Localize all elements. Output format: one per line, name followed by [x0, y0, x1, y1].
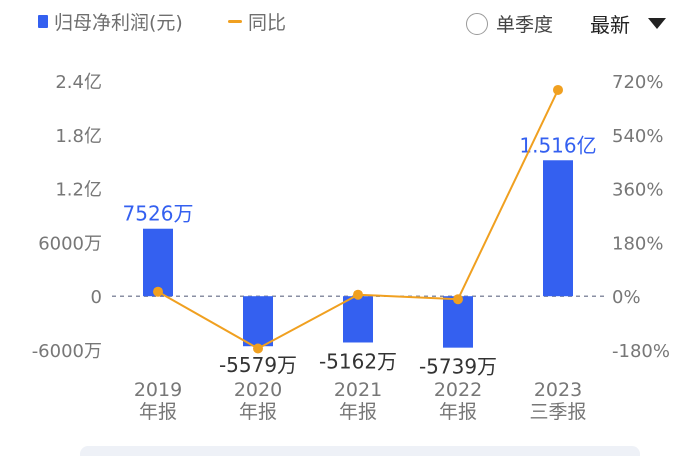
right-axis-tick-label: 720%: [612, 72, 663, 93]
category-year-label: 2022: [434, 379, 482, 401]
left-axis-tick-label: 1.2亿: [55, 180, 102, 201]
legend-net-profit-label: 归母净利润(元): [54, 12, 183, 34]
category-year-label: 2023: [534, 379, 582, 401]
bar-value-label: -5579万: [219, 353, 297, 377]
category-report-label: 年报: [339, 401, 377, 423]
legend-net-profit[interactable]: 归母净利润(元): [38, 8, 183, 35]
bar-value-label: -5739万: [419, 355, 497, 379]
category-report-label: 年报: [139, 401, 177, 423]
bar-value-label: -5162万: [319, 349, 397, 373]
left-axis-tick-label: 1.8亿: [55, 126, 102, 147]
radio-circle-icon[interactable]: [466, 12, 488, 35]
yoy-point: [553, 84, 563, 95]
yoy-point: [453, 294, 463, 305]
net-profit-bar: [143, 228, 173, 297]
right-axis-tick-label: 0%: [612, 287, 641, 308]
bottom-panel-edge: [80, 446, 640, 456]
category-report-label: 年报: [239, 401, 277, 423]
caret-down-icon[interactable]: [648, 18, 666, 29]
category-report-label: 三季报: [529, 401, 586, 423]
legend-yoy[interactable]: 同比: [228, 8, 286, 35]
net-profit-bar: [243, 296, 273, 347]
left-axis-tick-label: 2.4亿: [55, 72, 102, 93]
line-swatch-icon: [228, 20, 242, 23]
bar-value-label: 7526万: [123, 202, 194, 226]
left-axis-tick-label: 6000万: [38, 233, 102, 254]
net-profit-bar: [443, 296, 473, 348]
category-year-label: 2019: [134, 379, 182, 401]
single-quarter-label: 单季度: [496, 14, 554, 36]
sort-dropdown-label: 最新: [590, 13, 630, 37]
left-axis-tick-label: 0: [91, 287, 102, 308]
right-axis-tick-label: -180%: [612, 341, 670, 362]
yoy-point: [353, 289, 363, 300]
bar-swatch-icon: [38, 15, 48, 28]
sort-dropdown[interactable]: 最新: [590, 9, 666, 38]
single-quarter-radio[interactable]: 单季度: [466, 10, 553, 37]
category-year-label: 2020: [234, 379, 282, 401]
category-year-label: 2021: [334, 379, 382, 401]
category-report-label: 年报: [439, 401, 477, 423]
yoy-point: [153, 286, 163, 297]
right-axis-tick-label: 360%: [612, 180, 663, 201]
legend-yoy-label: 同比: [248, 12, 287, 34]
net-profit-chart: 2.4亿 1.8亿 1.2亿 6000万 0 -6000万 720% 540% 360% 180%…: [32, 72, 670, 423]
chart-toolbar: 归母净利润(元) 同比 单季度 最新: [0, 0, 700, 40]
right-axis-tick-label: 540%: [612, 126, 663, 147]
net-profit-bar: [543, 160, 573, 297]
net-profit-bar: [343, 296, 373, 343]
left-axis-tick-label: -6000万: [32, 341, 102, 362]
yoy-point: [253, 343, 263, 354]
right-axis-tick-label: 180%: [612, 233, 663, 254]
